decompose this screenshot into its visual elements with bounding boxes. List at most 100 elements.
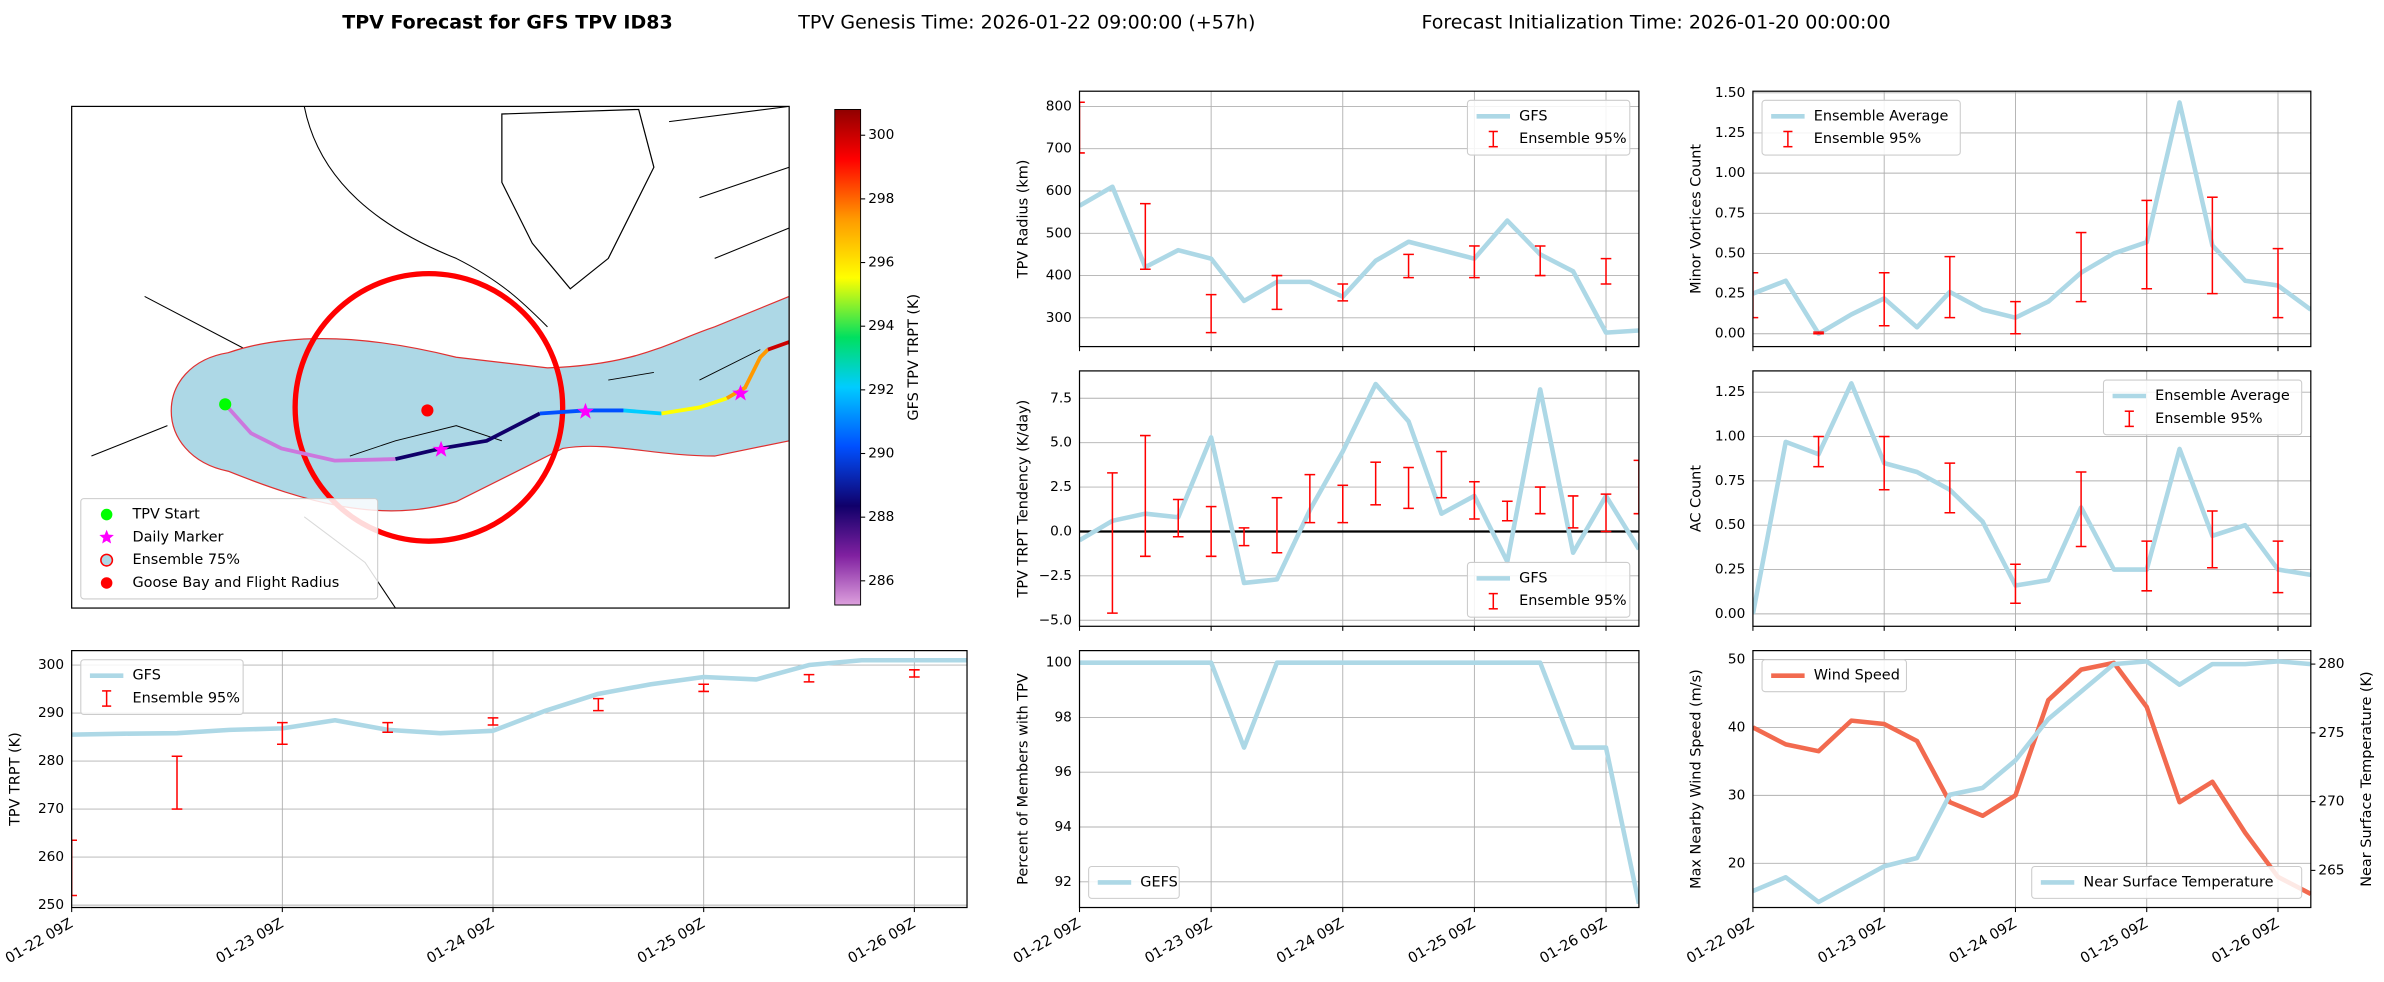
x-tick-label: 01-22 09Z <box>1011 916 1084 967</box>
error-bar <box>1403 253 1414 279</box>
y-tick-label: 1.00 <box>1715 429 1745 445</box>
y-tick-label: 100 <box>1046 655 1072 671</box>
legend-label: Ensemble Average <box>2155 388 2290 404</box>
colorbar-tick-label: 286 <box>868 573 894 589</box>
x-tick-label: 01-22 09Z <box>3 916 76 967</box>
y-tick-label: 1.25 <box>1715 125 1745 141</box>
colorbar-tick-label: 296 <box>868 255 894 271</box>
error-bar <box>1403 466 1414 510</box>
error-bar <box>1813 331 1824 335</box>
legend-marker <box>100 508 113 521</box>
y-axis-label: Minor Vortices Count <box>1689 144 1705 294</box>
legend-label: Daily Marker <box>132 529 223 545</box>
legend-box <box>2031 865 2303 899</box>
legend-label: GEFS <box>1140 874 1178 890</box>
legend-label: Ensemble 95% <box>1519 131 1626 147</box>
error-bar <box>1813 435 1824 468</box>
y-axis-label: AC Count <box>1689 465 1705 533</box>
error-bar <box>2141 199 2153 290</box>
error-bar <box>1337 484 1349 524</box>
error-bar <box>1534 245 1546 277</box>
colorbar-tick-label: 288 <box>868 509 894 525</box>
y-tick-label: 300 <box>1046 310 1072 326</box>
error-bar <box>171 755 183 810</box>
y2-tick-label: 270 <box>2318 794 2344 810</box>
y-tick-label: −5.0 <box>1039 612 1072 628</box>
x-tick-label: 01-26 09Z <box>1537 916 1610 967</box>
plot-area <box>1752 381 2311 615</box>
legend-marker <box>100 553 114 567</box>
y-tick-label: 30 <box>1728 787 1745 803</box>
y-tick-label: −2.5 <box>1039 568 1072 584</box>
error-bar <box>1534 486 1546 515</box>
colorbar-label: GFS TPV TRPT (K) <box>906 294 922 421</box>
legend-label: GFS <box>132 668 160 684</box>
x-tick-label: 01-23 09Z <box>1815 916 1888 967</box>
y-tick-label: 290 <box>38 705 64 721</box>
legend-box <box>1088 865 1180 899</box>
colorbar-tick-label: 294 <box>868 318 894 334</box>
title-genesis: TPV Genesis Time: 2026-01-22 09:00:00 (+… <box>797 11 1255 33</box>
error-bar <box>1469 245 1480 279</box>
panel: 300 400 500 600 700 800 GFS Ensemble 95% TPV Rad… <box>1015 90 1640 352</box>
error-bar <box>2207 196 2218 295</box>
error-bar <box>1205 505 1217 558</box>
error-bar <box>1600 257 1612 285</box>
y-tick-label: 20 <box>1728 855 1745 871</box>
error-bar <box>1271 274 1283 311</box>
legend-label: TPV Start <box>131 507 200 523</box>
y-tick-label: 700 <box>1046 141 1072 157</box>
legend-label: Ensemble 95% <box>1519 593 1626 609</box>
error-bar <box>1944 255 1956 319</box>
y-tick-label: 7.5 <box>1050 390 1072 406</box>
error-bar <box>1238 527 1250 547</box>
error-bar <box>2075 231 2087 303</box>
error-bar <box>1172 498 1184 538</box>
y-tick-label: 5.0 <box>1050 435 1072 451</box>
error-bar <box>1633 459 1639 515</box>
y-axis-label: TPV TRPT (K) <box>7 732 23 827</box>
y-tick-label: 92 <box>1055 874 1072 890</box>
legend-label: Ensemble 95% <box>132 690 239 706</box>
y-tick-label: 800 <box>1046 98 1072 114</box>
panel: 92 94 96 98 100 01-22 09Z 01-23 09Z 01-24 09Z 01… <box>1011 650 1640 967</box>
error-bar <box>487 717 499 726</box>
legend-label: Wind Speed <box>1814 668 1900 684</box>
error-bar <box>1567 495 1579 529</box>
error-bar <box>2141 540 2153 592</box>
y-tick-label: 1.50 <box>1715 85 1745 101</box>
y-tick-label: 0.25 <box>1715 286 1745 302</box>
error-bar <box>2075 471 2087 548</box>
panel: 20 30 40 50 265 270 275 280 01-22 09Z 01-23 09Z 01… <box>1684 650 2375 967</box>
y-tick-label: 270 <box>38 801 64 817</box>
plot-area <box>71 657 968 897</box>
plot-area <box>1079 381 1639 614</box>
error-bar <box>2272 540 2284 594</box>
y-tick-label: 50 <box>1728 651 1745 667</box>
panel: 250 260 270 280 290 300 01-22 09Z 01-23 09Z 01-2… <box>3 650 968 967</box>
frame <box>1752 650 2312 909</box>
error-bar <box>1304 473 1316 524</box>
y-axis-label: TPV TRPT Tendency (K/day) <box>1015 400 1031 599</box>
series-line <box>1079 184 1639 335</box>
y-tick-label: 96 <box>1055 764 1072 780</box>
map-frame <box>71 105 790 609</box>
frame <box>1078 90 1640 348</box>
error-bar <box>1140 202 1151 270</box>
y-axis-label: TPV Radius (km) <box>1015 160 1031 280</box>
legend-label: Goose Bay and Flight Radius <box>132 575 339 591</box>
y-tick-label: 0.50 <box>1715 245 1745 261</box>
error-bar <box>1944 462 1956 514</box>
error-bar <box>277 721 288 746</box>
y-tick-label: 260 <box>38 849 64 865</box>
error-bar <box>1140 434 1151 558</box>
legend-label: GFS <box>1519 108 1547 124</box>
y-tick-label: 0.0 <box>1050 523 1072 539</box>
x-tick-label: 01-22 09Z <box>1684 916 1757 967</box>
series-line <box>1752 659 2311 905</box>
y2-axis-label: Near Surface Temperature (K) <box>2359 671 2375 886</box>
panel: 0.00 0.25 0.50 0.75 1.00 1.25 Ensemble Average… <box>1689 370 2312 631</box>
title-init: Forecast Initialization Time: 2026-01-20… <box>1422 11 1891 33</box>
legend-label: Ensemble 95% <box>2155 411 2262 427</box>
